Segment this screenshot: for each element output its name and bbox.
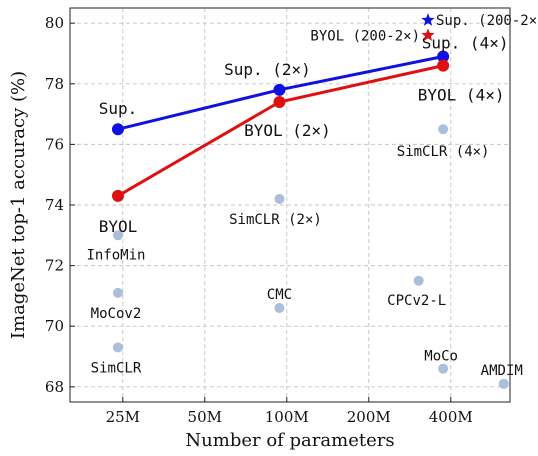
x-tick-label: 400M (429, 408, 473, 426)
point-byol (111, 189, 124, 202)
point-infomin (112, 230, 123, 241)
point-simclr (112, 342, 123, 353)
y-tick-label: 76 (45, 135, 64, 153)
label-byol: BYOL (99, 217, 138, 236)
data-points (111, 50, 509, 389)
point-sup-2 (273, 83, 286, 96)
label-simclr-4: SimCLR (4×) (397, 144, 490, 160)
label-amdim: AMDIM (481, 363, 523, 379)
x-tick-label: 100M (265, 408, 309, 426)
label-sup-2: Sup. (2×) (224, 60, 311, 79)
y-tick-label: 72 (45, 257, 64, 275)
point-simclr-4 (438, 124, 449, 135)
y-tick-label: 78 (45, 75, 64, 93)
point-cpcv2-l (413, 275, 424, 286)
point-byol-4 (437, 59, 450, 72)
point-cmc (274, 303, 285, 314)
y-tick-label: 80 (45, 14, 64, 32)
y-tick-label: 74 (45, 196, 64, 214)
point-sup-4 (437, 50, 450, 63)
label-byol-2: BYOL (2×) (244, 121, 331, 140)
point-sup (111, 123, 124, 136)
point-simclr-2 (274, 193, 285, 204)
point-amdim (498, 378, 509, 389)
grid-lines (70, 8, 510, 402)
label-moco: MoCo (424, 349, 458, 365)
label-sup: Sup. (99, 99, 138, 118)
x-tick-label: 50M (188, 408, 222, 426)
label-simclr-2: SimCLR (2×) (229, 212, 322, 228)
y-axis-label: ImageNet top-1 accuracy (%) (8, 71, 29, 339)
y-tick-label: 70 (45, 317, 64, 335)
point-mocov2 (112, 287, 123, 298)
x-tick-label: 25M (106, 408, 140, 426)
point-moco (438, 363, 449, 374)
label-mocov2: MoCov2 (91, 306, 142, 322)
label-byol-4: BYOL (4×) (418, 86, 505, 105)
legend-label-byol-200-2: BYOL (200-2×) (310, 28, 420, 44)
axis-ticks: 68 70 72 74 76 78 80 25M 50M 100M 200M 400M (45, 14, 473, 426)
legend-label-sup-200-2: Sup. (200-2×) (436, 13, 538, 29)
x-tick-label: 200M (347, 408, 391, 426)
point-labels: Sup. Sup. (2×) Sup. (4×) BYOL BYOL (2×) BYOL … (86, 33, 522, 378)
label-infomin: InfoMin (86, 247, 145, 263)
point-byol-2 (273, 95, 286, 108)
legend-star-byol-200-2 (421, 28, 435, 41)
legend-star-sup-200-2 (421, 13, 435, 26)
label-sup-4: Sup. (4×) (422, 33, 509, 52)
label-cpcv2-l: CPCv2-L (387, 293, 446, 309)
x-axis-label: Number of parameters (185, 430, 394, 451)
legend: Sup. (200-2×) BYOL (200-2×) (310, 13, 538, 44)
label-simclr: SimCLR (91, 360, 142, 376)
label-cmc: CMC (267, 287, 292, 303)
y-tick-label: 68 (45, 378, 64, 396)
